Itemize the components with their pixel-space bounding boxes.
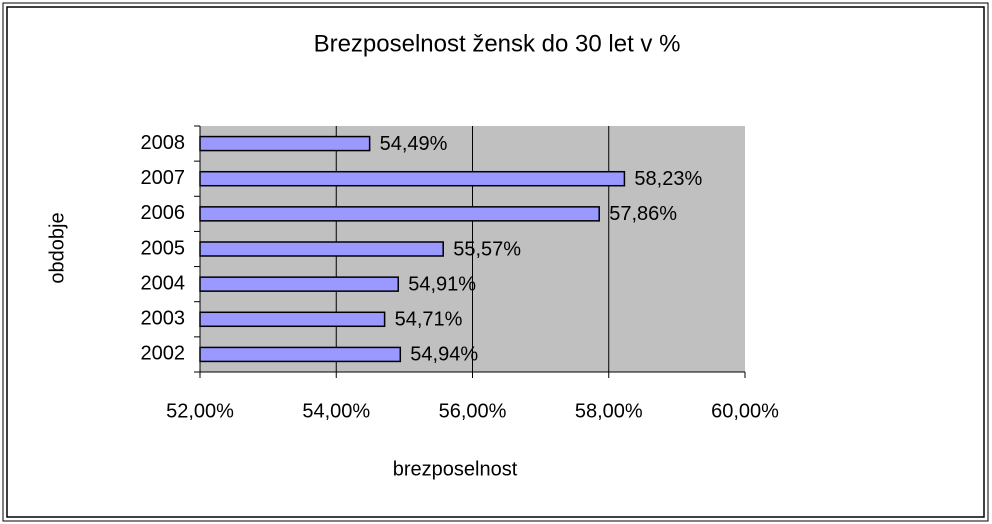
x-tick-label: 54,00% xyxy=(302,400,370,422)
x-tick-label: 58,00% xyxy=(575,400,643,422)
bar xyxy=(199,346,402,363)
data-label: 54,94% xyxy=(410,344,478,366)
data-label: 57,86% xyxy=(609,203,677,225)
y-tick-label: 2003 xyxy=(141,308,186,330)
y-tick-label: 2006 xyxy=(141,202,186,224)
y-tick-label: 2002 xyxy=(141,343,186,365)
data-label: 58,23% xyxy=(634,168,702,190)
y-axis-label: obdobje xyxy=(46,212,68,283)
bar xyxy=(199,276,399,292)
bar xyxy=(199,206,600,222)
x-tick-label: 56,00% xyxy=(439,400,507,422)
x-tick-label: 52,00% xyxy=(166,400,234,422)
y-tick-label: 2008 xyxy=(141,132,186,154)
data-label: 54,91% xyxy=(408,273,476,295)
data-label: 54,71% xyxy=(395,309,463,331)
y-tick-label: 2004 xyxy=(141,272,186,294)
y-tick-label: 2007 xyxy=(141,167,186,189)
data-label: 54,49% xyxy=(380,133,448,155)
bar xyxy=(199,170,626,187)
bar xyxy=(199,135,371,152)
bar xyxy=(199,241,444,257)
frame-inner xyxy=(6,6,985,518)
x-axis-label: brezposelnost xyxy=(393,458,518,480)
y-tick-label: 2005 xyxy=(141,237,186,259)
bar xyxy=(199,311,386,328)
x-tick-label: 60,00% xyxy=(711,400,779,422)
data-label: 55,57% xyxy=(453,238,521,260)
chart-title: Brezposelnost žensk do 30 let v % xyxy=(314,30,681,57)
